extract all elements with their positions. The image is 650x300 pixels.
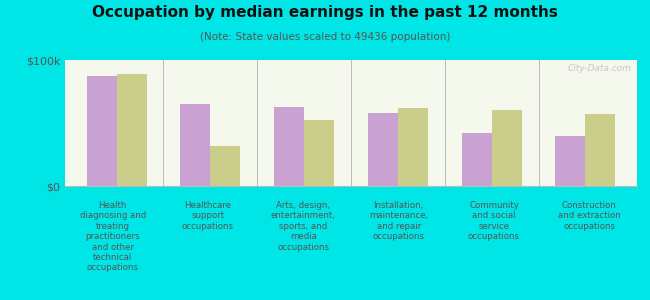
Bar — [180, 104, 211, 186]
Bar — [274, 106, 304, 186]
Text: Occupation by median earnings in the past 12 months: Occupation by median earnings in the pas… — [92, 4, 558, 20]
Text: City-Data.com: City-Data.com — [567, 64, 631, 73]
Text: Arts, design,
entertainment,
sports, and
media
occupations: Arts, design, entertainment, sports, and… — [271, 201, 336, 252]
Text: Healthcare
support
occupations: Healthcare support occupations — [182, 201, 234, 231]
Text: Installation,
maintenance,
and repair
occupations: Installation, maintenance, and repair oc… — [369, 201, 428, 241]
Bar — [368, 113, 398, 186]
Text: (Note: State values scaled to 49436 population): (Note: State values scaled to 49436 popu… — [200, 32, 450, 41]
Text: Health
diagnosing and
treating
practitioners
and other
technical
occupations: Health diagnosing and treating practitio… — [79, 201, 146, 272]
Bar — [555, 136, 586, 186]
Bar — [86, 76, 116, 186]
Bar — [304, 121, 334, 186]
Bar — [211, 146, 240, 186]
Text: Construction
and extraction
occupations: Construction and extraction occupations — [558, 201, 621, 231]
Bar — [398, 108, 428, 186]
Bar — [462, 133, 491, 186]
Bar — [116, 74, 147, 186]
Text: Community
and social
service
occupations: Community and social service occupations — [468, 201, 520, 241]
Bar — [586, 114, 616, 186]
Bar — [491, 110, 522, 186]
